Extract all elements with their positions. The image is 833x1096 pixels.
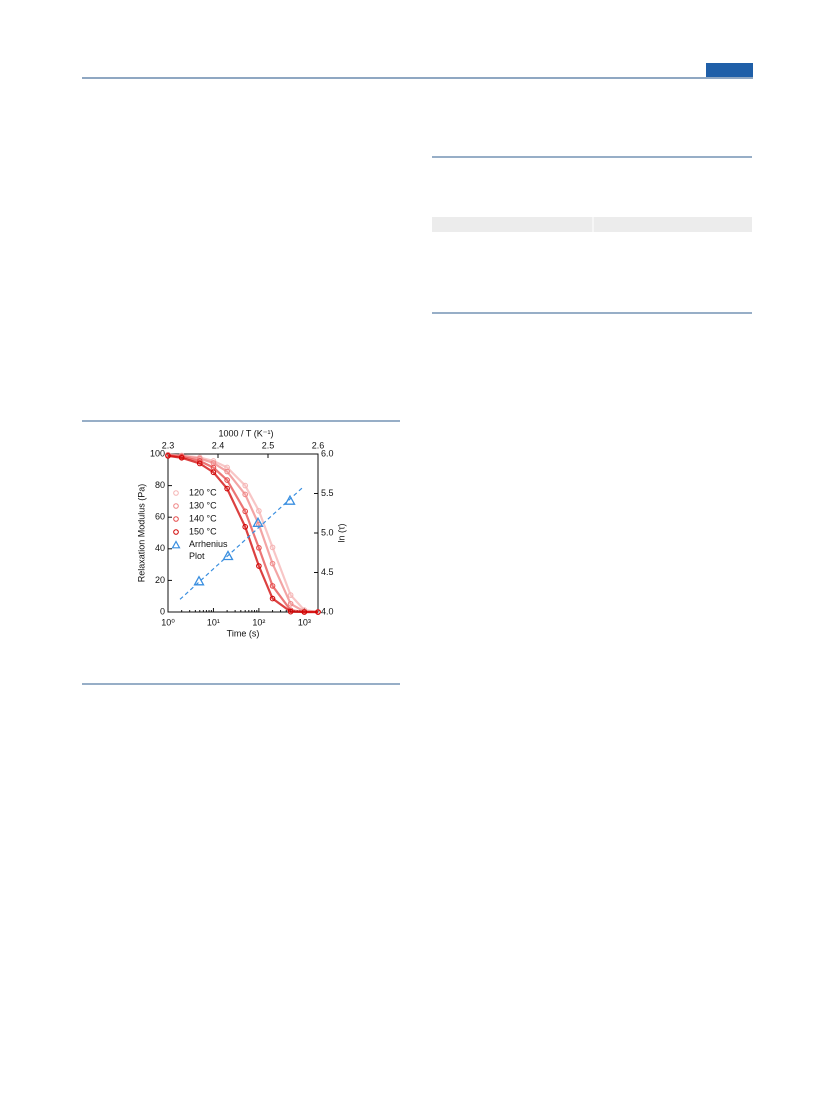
arrhenius-point <box>284 494 296 505</box>
x2-tick-label: 2.3 <box>162 440 175 450</box>
chart: Time (s) 1000 / T (K⁻¹) Relaxation Modul… <box>136 428 346 638</box>
y-tick-label: 0 <box>160 606 165 616</box>
y2-tick-label: 4.5 <box>321 567 334 577</box>
relaxation-point <box>301 609 308 615</box>
relaxation-curve <box>167 453 319 614</box>
legend-marker <box>173 529 179 535</box>
relaxation-point <box>269 560 276 567</box>
legend-label: 140 °C <box>189 513 217 523</box>
x-tick-label: 10² <box>252 617 265 627</box>
legend-label: 150 °C <box>189 526 217 536</box>
x-tick-label: 10⁰ <box>161 617 175 627</box>
arrhenius-point <box>193 575 205 586</box>
relaxation-point <box>269 544 276 551</box>
relaxation-point <box>256 563 262 569</box>
relaxation-point <box>224 485 230 492</box>
relaxation-point <box>269 583 276 589</box>
x2-axis-label: 1000 / T (K⁻¹) <box>219 428 274 438</box>
relaxation-point <box>287 592 294 598</box>
relaxation-point <box>224 477 230 483</box>
x-tick-label: 10¹ <box>207 617 220 627</box>
relaxation-point <box>256 508 262 514</box>
legend-marker <box>173 516 179 522</box>
arrhenius-point <box>222 550 234 561</box>
header-badge <box>706 63 753 77</box>
legend-label: Arrhenius Plot <box>189 539 230 561</box>
y-tick-label: 100 <box>150 448 165 458</box>
x-axis-label: Time (s) <box>227 628 260 638</box>
relaxation-point <box>224 468 230 475</box>
relaxation-point <box>315 609 321 615</box>
legend-marker <box>173 490 179 496</box>
relaxation-point <box>210 469 217 476</box>
relaxation-point <box>287 608 294 615</box>
x2-tick-label: 2.5 <box>262 440 275 450</box>
y2-tick-label: 5.0 <box>321 527 334 537</box>
relaxation-curve <box>167 454 318 614</box>
relaxation-point <box>242 524 249 530</box>
y-tick-label: 60 <box>155 512 165 522</box>
legend-marker <box>173 503 179 509</box>
x-tick-label: 10³ <box>298 617 311 627</box>
relaxation-point <box>165 453 171 459</box>
table-header-band <box>432 217 752 232</box>
relaxation-point <box>269 595 276 602</box>
y-tick-label: 80 <box>155 480 165 490</box>
legend-marker <box>171 540 181 549</box>
y-axis-label: Relaxation Modulus (Pa) <box>136 484 146 583</box>
y2-tick-label: 4.0 <box>321 606 334 616</box>
y2-axis-label: ln (τ) <box>336 523 346 542</box>
relaxation-point <box>242 482 249 489</box>
y-tick-label: 20 <box>155 575 165 585</box>
x2-tick-label: 2.6 <box>312 440 325 450</box>
relaxation-point <box>242 491 249 498</box>
relaxation-point <box>178 454 185 461</box>
relaxation-point <box>287 600 294 607</box>
relaxation-point <box>242 508 249 515</box>
relaxation-point <box>256 545 262 551</box>
legend-label: 130 °C <box>189 500 217 510</box>
x2-tick-label: 2.4 <box>212 440 225 450</box>
relaxation-point <box>196 460 203 467</box>
arrhenius-point <box>252 516 264 527</box>
y2-tick-label: 6.0 <box>321 448 334 458</box>
legend-label: 120 °C <box>189 487 217 497</box>
y2-tick-label: 5.5 <box>321 488 334 498</box>
y-tick-label: 40 <box>155 543 165 553</box>
